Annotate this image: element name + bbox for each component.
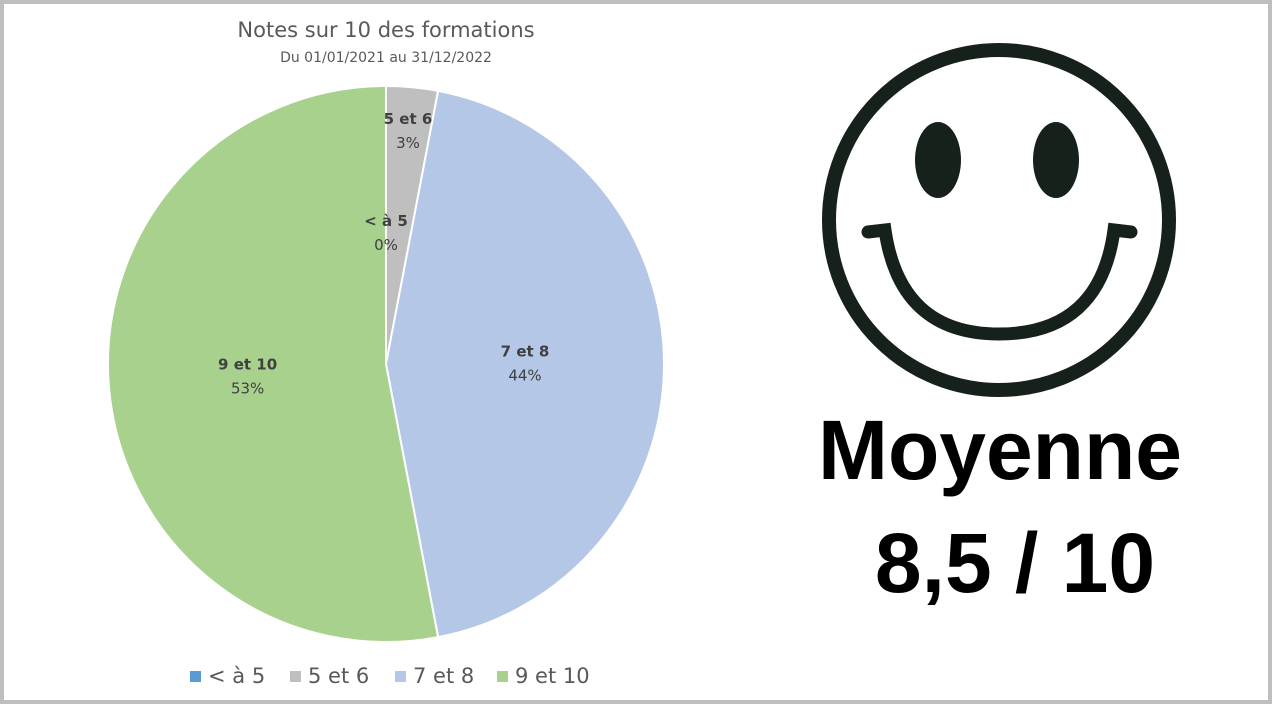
data-label-value: 53% <box>231 380 264 398</box>
legend-label: 5 et 6 <box>308 664 369 688</box>
data-label-name: 7 et 8 <box>501 343 550 361</box>
smiley-face <box>822 43 1176 397</box>
legend-label: < à 5 <box>208 664 265 688</box>
smiley-eye <box>1033 122 1079 198</box>
average-label: Moyenne <box>818 403 1182 497</box>
legend-swatch <box>190 671 201 682</box>
pie-slice <box>107 84 440 643</box>
legend-label: 7 et 8 <box>413 664 474 688</box>
smiley-mouth <box>861 222 1138 341</box>
smiley-eye <box>915 122 961 198</box>
legend-swatch <box>290 671 301 682</box>
data-label-name: 9 et 10 <box>218 356 277 374</box>
legend-swatch <box>497 671 508 682</box>
data-label-value: 44% <box>508 367 541 385</box>
data-label-value: 3% <box>396 134 420 152</box>
data-label-name: < à 5 <box>364 212 408 230</box>
data-label-name: 5 et 6 <box>384 110 433 128</box>
smiley <box>822 43 1176 397</box>
data-label-value: 0% <box>374 236 398 254</box>
chart-title: Notes sur 10 des formations <box>237 18 534 42</box>
legend-swatch <box>395 671 406 682</box>
chart-subtitle: Du 01/01/2021 au 31/12/2022 <box>280 50 492 66</box>
legend-label: 9 et 10 <box>515 664 590 688</box>
average-value: 8,5 / 10 <box>875 516 1155 610</box>
pie-slice <box>384 89 666 639</box>
